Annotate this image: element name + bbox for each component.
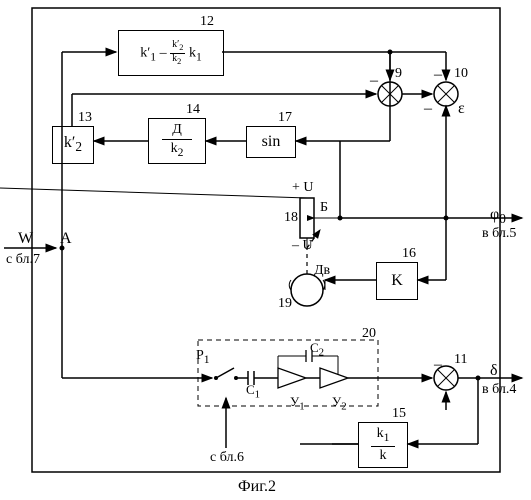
wiring-svg-2 [0,0,531,500]
